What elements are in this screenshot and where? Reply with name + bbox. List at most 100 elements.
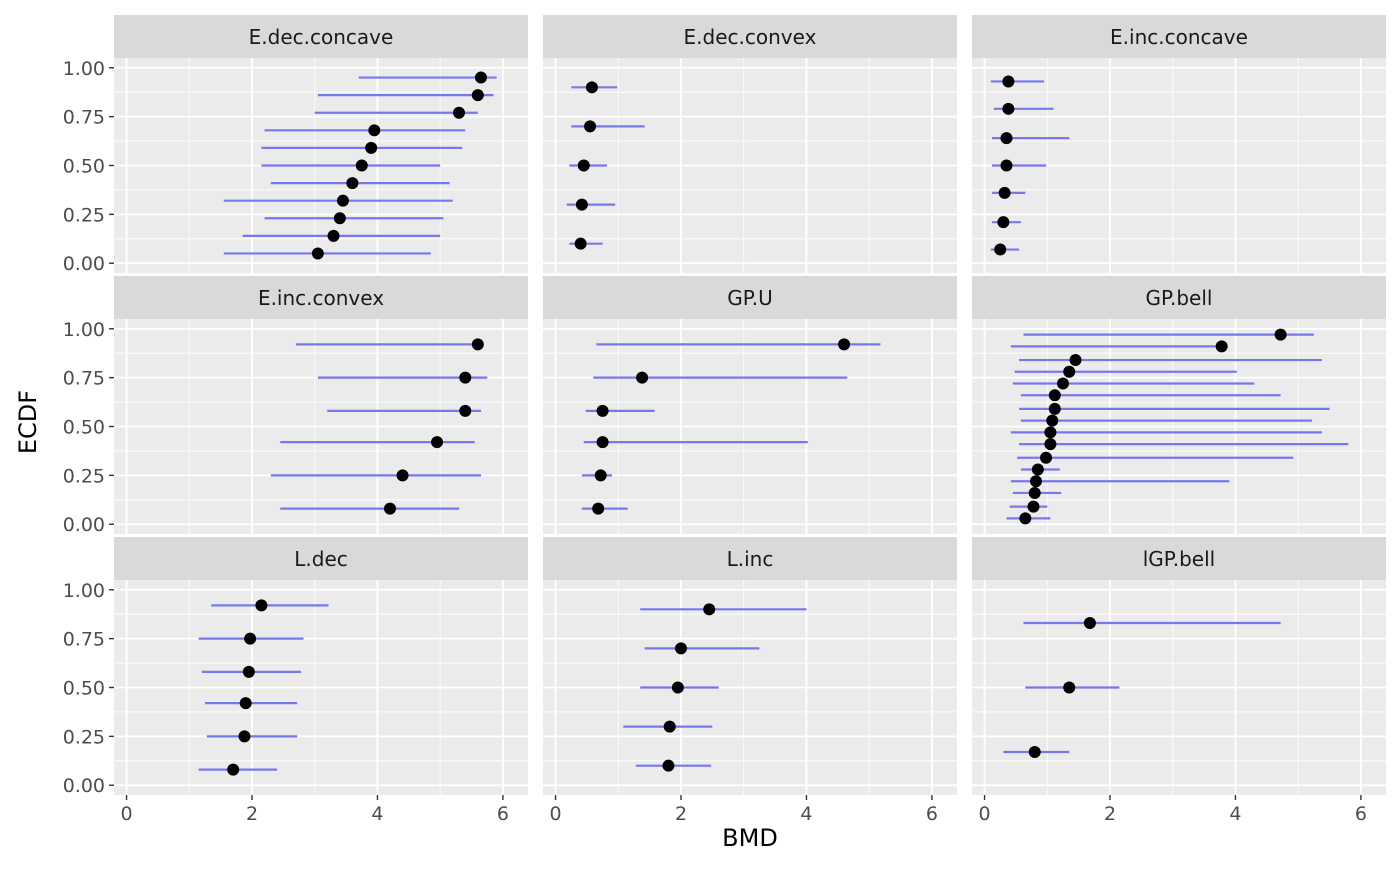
bmd-point: [675, 642, 687, 655]
bmd-point: [333, 212, 346, 225]
y-tick-label: 1.00: [63, 58, 105, 80]
facet-strip: [972, 276, 1386, 319]
facet-title-e-inc-convex: E.inc.convex: [258, 286, 384, 310]
bmd-point: [1028, 746, 1041, 758]
facet-strip: [543, 15, 957, 58]
facet-strip: [114, 537, 528, 580]
bmd-point: [584, 120, 597, 133]
facet-strip: [543, 537, 957, 580]
bmd-point: [242, 665, 255, 678]
bmd-point: [1056, 377, 1069, 390]
y-tick-label: 0.00: [63, 253, 105, 275]
y-tick-label: 1.00: [63, 580, 105, 602]
bmd-point: [453, 106, 465, 119]
y-tick-label: 0.75: [63, 629, 105, 651]
facet-title-l-dec: L.dec: [294, 547, 348, 571]
facet-title-lgp-bell: lGP.bell: [1143, 547, 1215, 571]
bmd-point: [311, 247, 324, 260]
bmd-point: [1019, 512, 1032, 525]
x-tick-label: 6: [497, 803, 509, 825]
y-axis-title: ECDF: [14, 390, 42, 454]
y-tick-label: 0.50: [63, 156, 105, 178]
facet-strip: [543, 276, 957, 319]
x-tick-label: 2: [1104, 803, 1116, 825]
bmd-point: [1044, 438, 1057, 451]
bmd-point: [1029, 475, 1042, 488]
bmd-point: [1031, 463, 1044, 476]
bmd-point: [336, 194, 349, 207]
facet-title-gp-bell: GP.bell: [1146, 286, 1213, 310]
facet-strip: [114, 15, 528, 58]
bmd-point: [574, 237, 587, 250]
y-tick-label: 0.50: [63, 678, 105, 700]
bmd-point: [1028, 486, 1041, 499]
bmd-point: [671, 681, 684, 694]
bmd-point: [1063, 681, 1076, 694]
bmd-point: [346, 177, 359, 190]
facet-strip: [972, 537, 1386, 580]
bmd-point: [238, 730, 251, 743]
y-tick-label: 0.00: [63, 775, 105, 797]
bmd-point: [471, 338, 484, 351]
bmd-point: [471, 89, 484, 102]
bmd-point: [1002, 102, 1015, 115]
bmd-point: [1063, 365, 1076, 378]
bmd-point: [577, 159, 590, 172]
facet-strip: [972, 15, 1386, 58]
x-tick-label: 0: [549, 803, 561, 825]
bmd-point: [596, 404, 609, 417]
x-tick-label: 4: [800, 803, 812, 825]
bmd-point: [663, 720, 676, 733]
y-tick-label: 0.25: [63, 465, 105, 487]
bmd-point: [703, 603, 716, 616]
bmd-point: [1274, 328, 1287, 341]
bmd-point: [575, 198, 588, 211]
bmd-point: [1048, 402, 1061, 415]
bmd-point: [1040, 451, 1053, 464]
bmd-point: [592, 502, 605, 515]
bmd-point: [227, 763, 240, 776]
bmd-point: [1083, 617, 1096, 629]
y-tick-label: 0.25: [63, 204, 105, 226]
x-tick-label: 2: [675, 803, 687, 825]
bmd-point: [1046, 414, 1059, 427]
bmd-point: [1044, 426, 1057, 439]
bmd-point: [255, 599, 268, 612]
y-tick-label: 0.75: [63, 107, 105, 129]
x-tick-label: 2: [246, 803, 258, 825]
bmd-point: [1048, 389, 1061, 402]
bmd-point: [431, 436, 444, 449]
bmd-point: [594, 469, 607, 482]
bmd-point: [662, 759, 675, 772]
bmd-point: [396, 469, 409, 482]
bmd-point: [1027, 500, 1040, 513]
bmd-point: [459, 371, 472, 384]
bmd-point: [355, 159, 368, 172]
bmd-point: [1000, 132, 1013, 145]
x-tick-label: 4: [371, 803, 383, 825]
y-tick-label: 0.25: [63, 726, 105, 748]
y-tick-label: 0.50: [63, 417, 105, 439]
y-tick-label: 0.75: [63, 368, 105, 390]
bmd-point: [1002, 75, 1015, 88]
bmd-point: [998, 186, 1011, 199]
facet-title-gp-u: GP.U: [727, 286, 772, 310]
facet-title-e-dec-convex: E.dec.convex: [684, 25, 817, 49]
bmd-point: [459, 404, 472, 417]
bmd-point: [239, 697, 252, 710]
bmd-point: [838, 338, 851, 351]
bmd-point: [596, 436, 609, 449]
bmd-point: [1000, 159, 1013, 172]
bmd-point: [585, 81, 598, 94]
facet-title-e-dec-concave: E.dec.concave: [249, 25, 394, 49]
bmd-point: [1215, 340, 1228, 353]
x-tick-label: 6: [1355, 803, 1367, 825]
bmd-point: [997, 216, 1010, 229]
bmd-point: [384, 502, 396, 515]
bmd-point: [994, 243, 1007, 256]
y-tick-label: 1.00: [63, 319, 105, 341]
x-tick-label: 4: [1229, 803, 1241, 825]
bmd-point: [365, 141, 378, 154]
x-axis-title: BMD: [722, 824, 778, 852]
